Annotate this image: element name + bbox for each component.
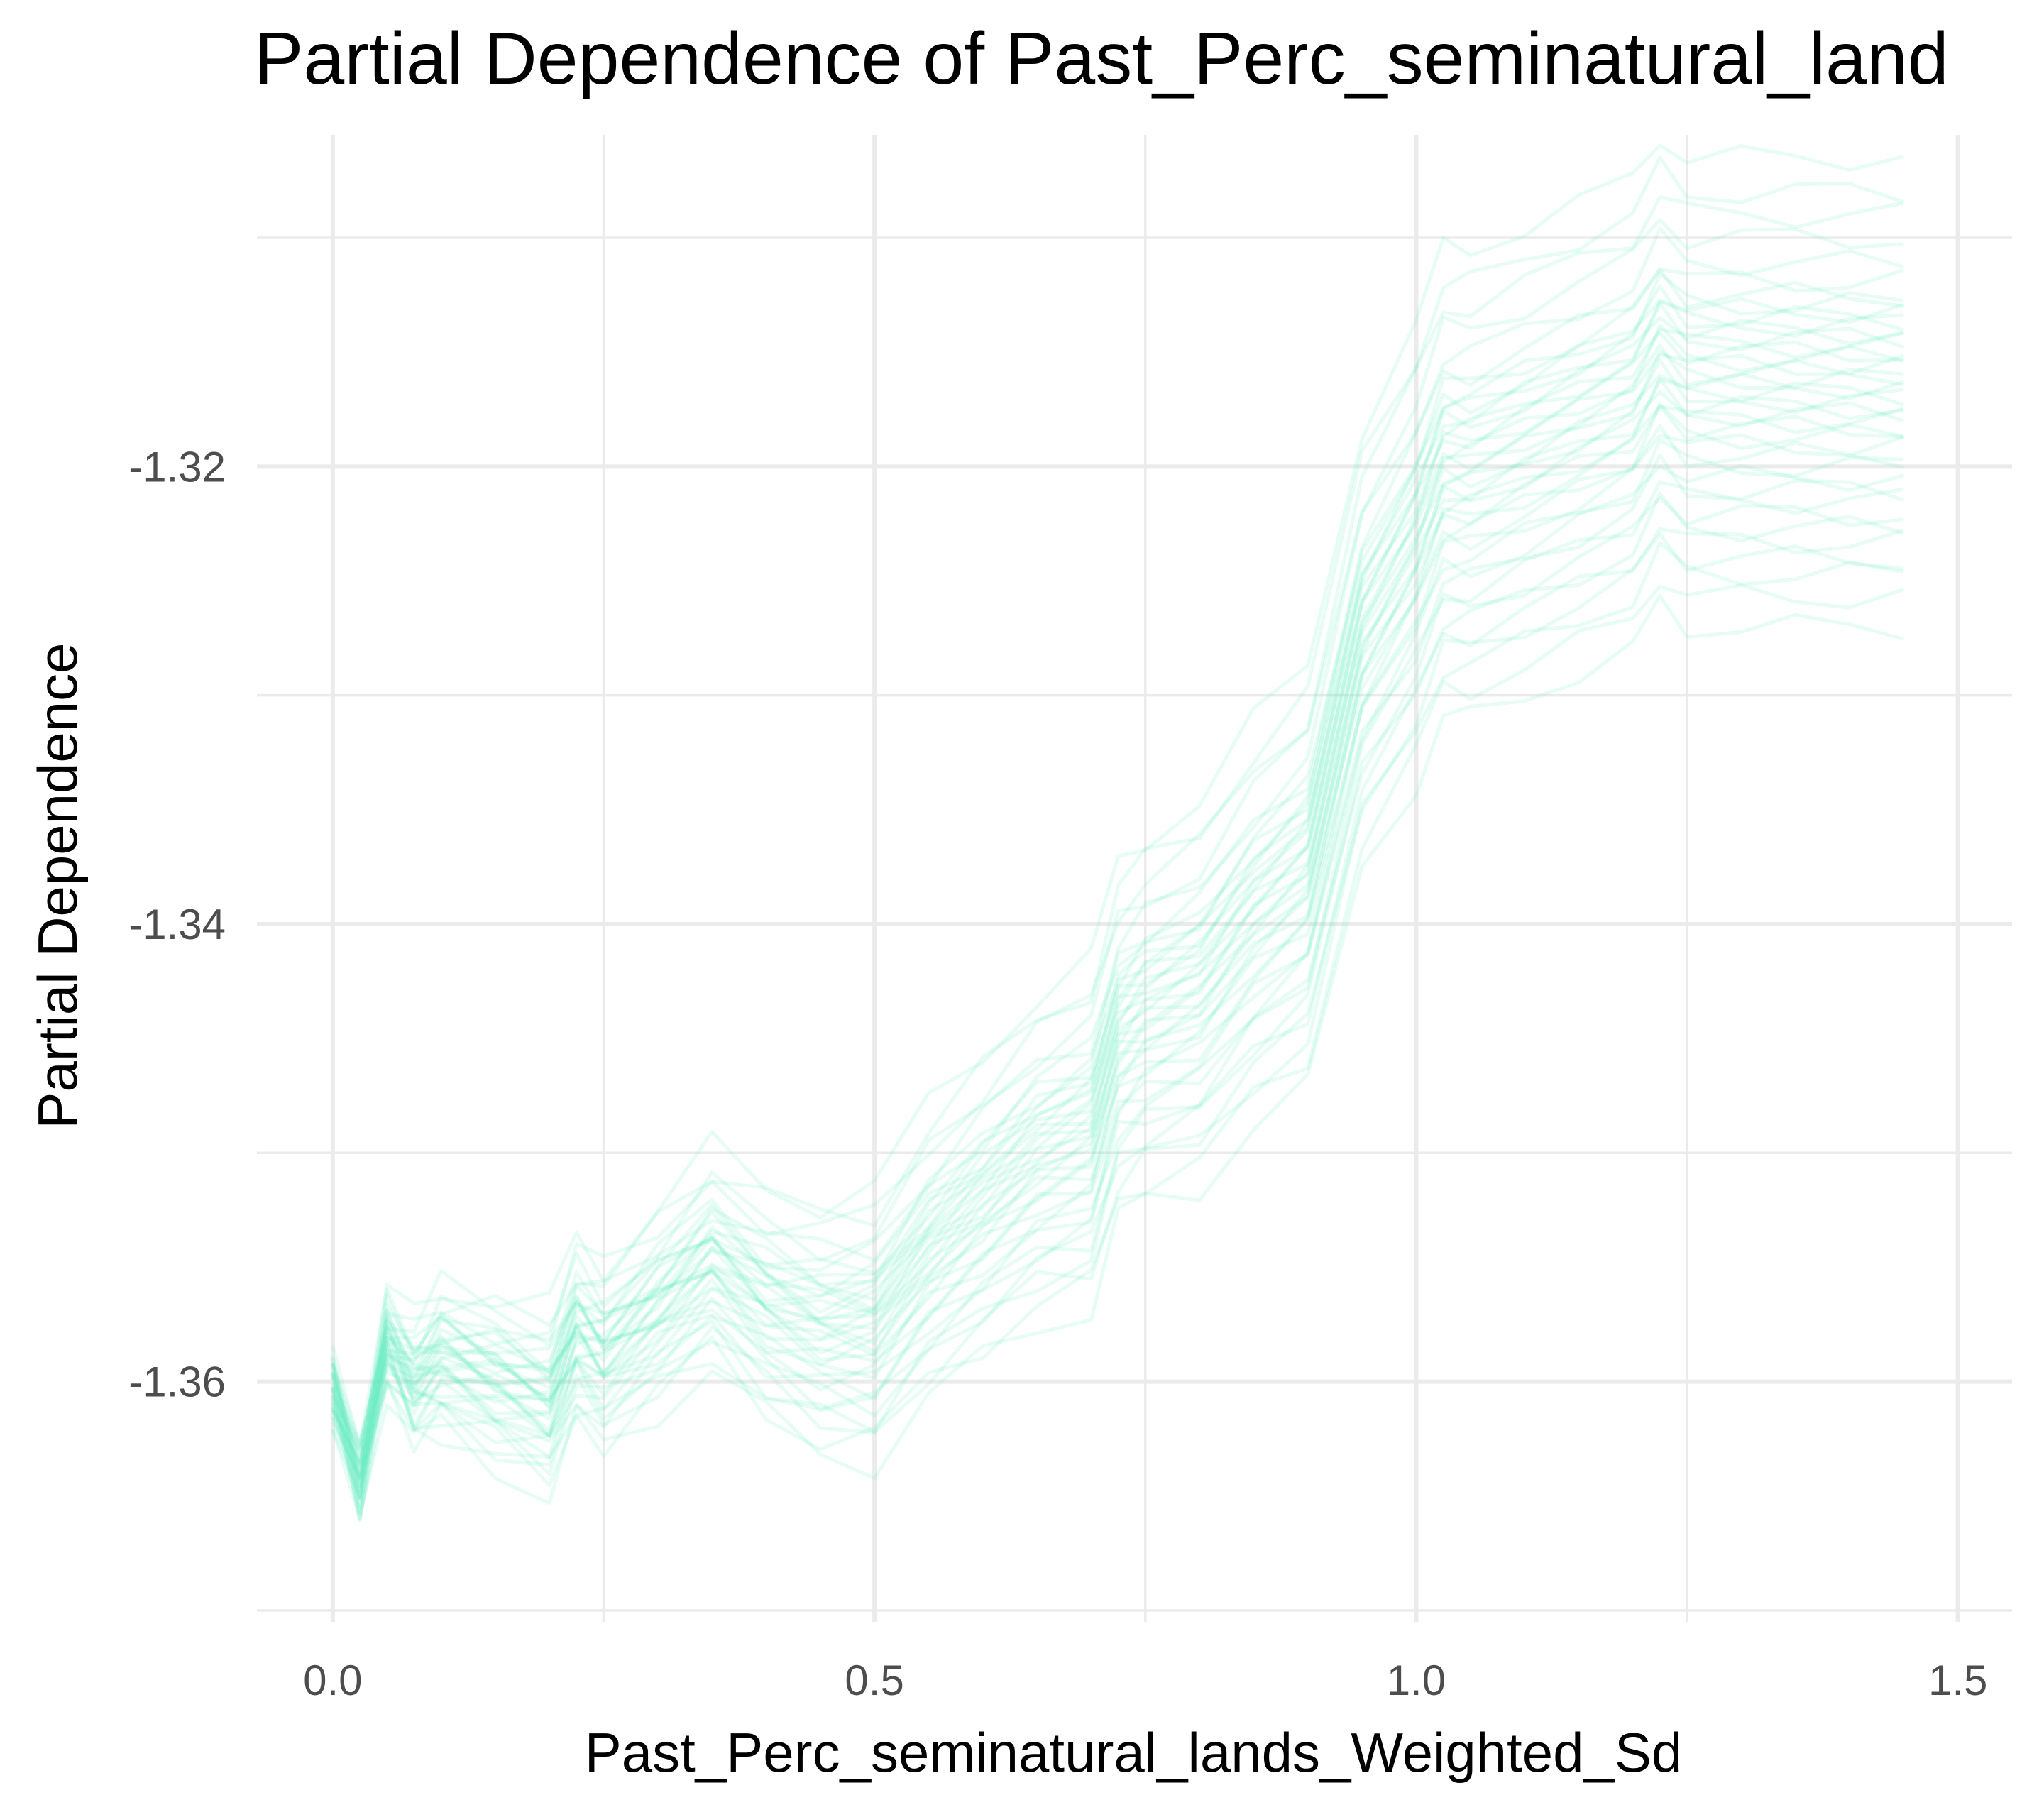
- ice-curve: [331, 195, 1904, 1447]
- ice-curve: [331, 349, 1904, 1455]
- ice-curve: [331, 463, 1904, 1514]
- ice-curve: [331, 532, 1904, 1522]
- ice-curve: [331, 272, 1904, 1446]
- ice-curve: [331, 372, 1905, 1500]
- y-tick-label: -1.36: [128, 1358, 226, 1406]
- ice-curve: [331, 226, 1905, 1446]
- grid: [257, 135, 2012, 1622]
- ice-curve: [331, 155, 1905, 1450]
- ice-curve: [331, 404, 1904, 1508]
- ice-curve: [331, 143, 1904, 1477]
- ice-curve: [331, 541, 1904, 1488]
- x-tick-label: 1.0: [1387, 1657, 1446, 1704]
- x-tick-label: 1.5: [1928, 1657, 1987, 1704]
- ice-curve: [331, 218, 1904, 1488]
- ice-curve: [331, 301, 1905, 1464]
- ice-curve: [331, 527, 1905, 1499]
- ice-curve: [331, 323, 1904, 1455]
- ice-curve: [331, 390, 1904, 1509]
- ice-curve: [331, 300, 1904, 1452]
- ice-curve: [331, 358, 1905, 1481]
- ice-curve: [331, 433, 1905, 1498]
- ice-curve: [331, 438, 1904, 1466]
- x-tick-label: 0.0: [303, 1657, 362, 1704]
- ice-curve: [331, 377, 1904, 1464]
- y-tick-label: -1.32: [128, 443, 226, 490]
- ice-curve: [331, 424, 1904, 1500]
- x-tick-labels: 0.0 0.5 1.0 1.5: [303, 1657, 1987, 1704]
- ice-curve: [331, 267, 1905, 1471]
- ice-curve: [331, 353, 1905, 1485]
- y-axis-title: Partial Dependence: [26, 642, 89, 1129]
- y-tick-label: -1.34: [128, 901, 226, 948]
- ice-curve: [331, 268, 1904, 1488]
- ice-curve: [331, 583, 1905, 1520]
- ice-curve: [331, 593, 1904, 1517]
- ice-curve: [331, 330, 1904, 1501]
- chart-title: Partial Dependence of Past_Perc_seminatu…: [254, 18, 1949, 100]
- ice-curve: [331, 405, 1904, 1480]
- ice-curve: [331, 402, 1904, 1463]
- ice-curve: [331, 453, 1905, 1488]
- ice-curve: [331, 284, 1905, 1476]
- ice-curve: [331, 297, 1905, 1488]
- x-axis-title: Past_Perc_seminatural_lands_Weighted_Sd: [585, 1721, 1683, 1784]
- y-tick-labels: -1.32 -1.34 -1.36: [128, 443, 226, 1405]
- ice-curve: [331, 496, 1904, 1522]
- ice-curve: [331, 491, 1905, 1480]
- ice-curve: [331, 480, 1904, 1479]
- ice-curve: [331, 377, 1905, 1469]
- ice-curve: [331, 316, 1904, 1499]
- x-tick-label: 0.5: [845, 1657, 903, 1704]
- ice-curve: [331, 344, 1904, 1494]
- ice-curves: [331, 143, 1905, 1522]
- ice-curve: [331, 327, 1904, 1467]
